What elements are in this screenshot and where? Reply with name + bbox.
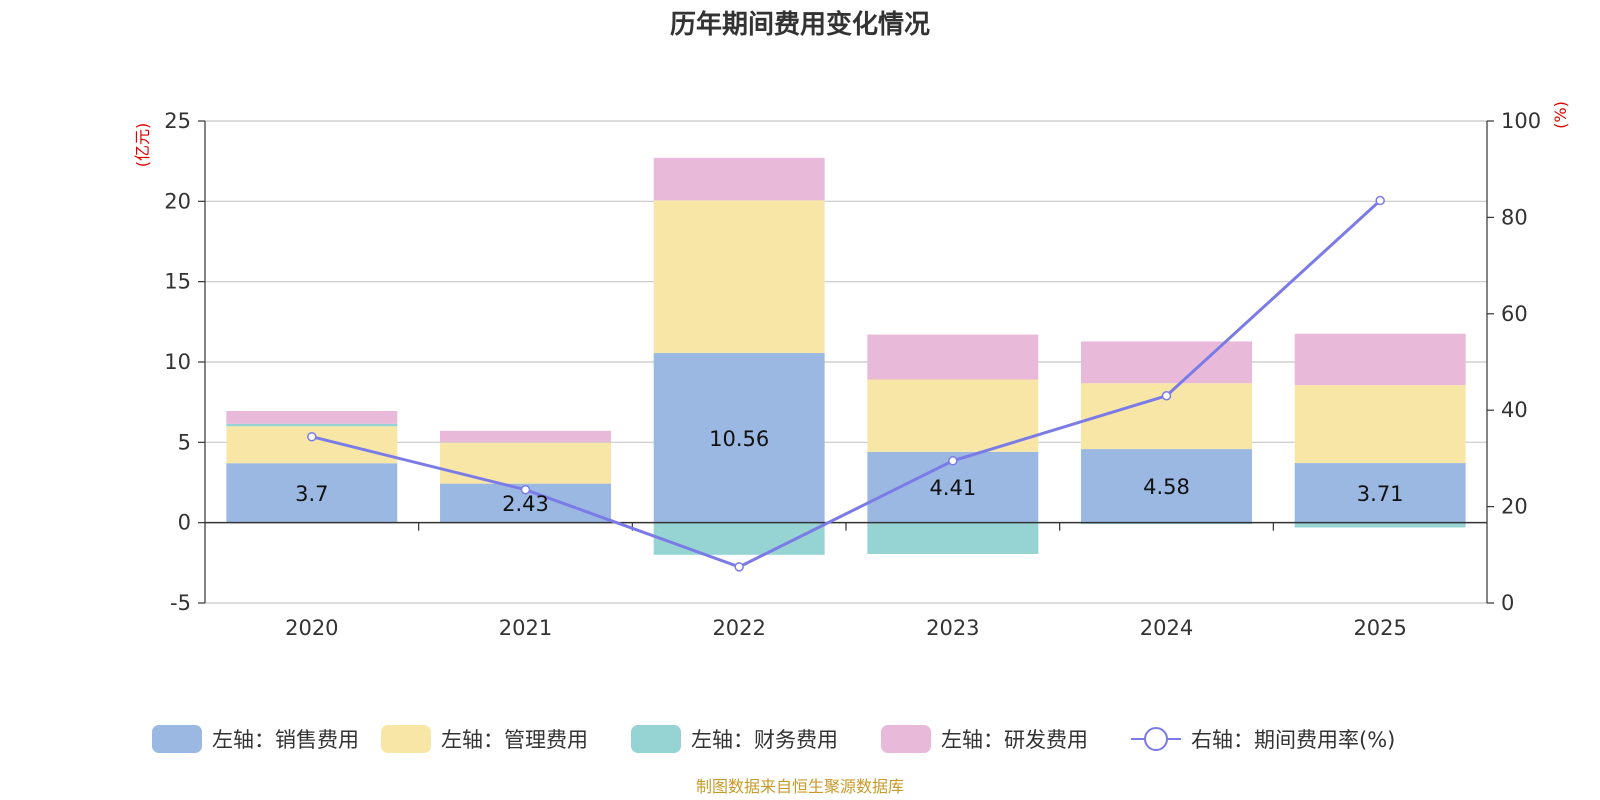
right-tick-label: 40 [1501, 398, 1528, 422]
data-label: 4.41 [929, 476, 976, 500]
bar-segment [226, 411, 398, 424]
expense-rate-point [520, 484, 531, 495]
bar-segment [867, 522, 1039, 554]
bar-segment [653, 200, 825, 354]
legend-swatch [152, 725, 202, 753]
expense-rate-line [311, 199, 1382, 569]
bar-segment [867, 334, 1039, 380]
bar-segment [1081, 341, 1252, 384]
bar-segment [867, 379, 1039, 452]
bar-segment [653, 353, 825, 523]
bar-segment [1294, 333, 1466, 386]
bar-segment [1294, 463, 1466, 523]
expense-rate-point [1375, 195, 1385, 206]
bar-segment [1081, 449, 1252, 523]
legend-marker [1144, 727, 1168, 751]
left-axis-unit: (亿元) [133, 123, 152, 168]
expense-rate-point [1161, 390, 1172, 401]
left-tick-label: 10 [164, 350, 191, 374]
left-tick-label: -5 [170, 591, 191, 615]
data-source-note: 制图数据来自恒生聚源数据库 [696, 777, 904, 796]
legend-label: 左轴：研发费用 [941, 728, 1088, 752]
line-layer [307, 195, 1385, 572]
bar-segment [226, 463, 398, 523]
data-label: 10.56 [709, 427, 769, 451]
data-label: 4.58 [1143, 475, 1190, 499]
chart-title: 历年期间费用变化情况 [670, 9, 930, 40]
bars-layer [226, 157, 1466, 555]
left-tick-label: 25 [164, 109, 191, 133]
right-tick-label: 60 [1501, 302, 1528, 326]
grid-lines [205, 120, 1487, 604]
bar-segment [226, 423, 398, 427]
data-label: 3.71 [1357, 482, 1404, 506]
left-tick-label: 5 [178, 430, 191, 454]
data-label: 2.43 [502, 492, 549, 516]
legend-label: 左轴：销售费用 [212, 728, 359, 752]
right-axis-unit: (%) [1551, 101, 1570, 129]
legend-swatch [881, 725, 931, 753]
bar-segment [1294, 385, 1466, 464]
legend-swatch [631, 725, 681, 753]
category-label: 2020 [285, 616, 338, 640]
right-tick-label: 100 [1501, 109, 1541, 133]
data-labels-layer: 3.7 2.43 10.56 4.41 4.58 3.71 [295, 427, 1403, 516]
expense-rate-point [307, 431, 317, 442]
left-tick-label: 15 [164, 270, 191, 294]
category-label: 2021 [499, 616, 552, 640]
bar-segment [226, 426, 398, 464]
right-tick-label: 20 [1501, 495, 1528, 519]
legend: 左轴：销售费用 左轴：管理费用 左轴：财务费用 左轴：研发费用 右轴：期间费用率(%) [152, 725, 1395, 753]
data-label: 3.7 [295, 482, 328, 506]
bar-segment [653, 157, 825, 201]
left-tick-label: 0 [178, 511, 191, 535]
right-tick-label: 80 [1501, 205, 1528, 229]
expense-rate-point [734, 562, 744, 572]
category-label: 2022 [712, 616, 765, 640]
legend-label: 右轴：期间费用率(%) [1191, 728, 1395, 752]
legend-label: 左轴：财务费用 [691, 728, 838, 752]
category-label: 2024 [1140, 616, 1193, 640]
bar-segment [1294, 522, 1466, 528]
bar-segment [440, 430, 611, 443]
right-tick-label: 0 [1501, 591, 1514, 615]
category-label: 2023 [926, 616, 979, 640]
bar-segment [440, 442, 611, 484]
legend-label: 左轴：管理费用 [441, 728, 588, 752]
expense-rate-point [948, 456, 958, 466]
legend-swatch [381, 725, 431, 753]
left-tick-label: 20 [164, 189, 191, 213]
category-label: 2025 [1353, 616, 1406, 640]
